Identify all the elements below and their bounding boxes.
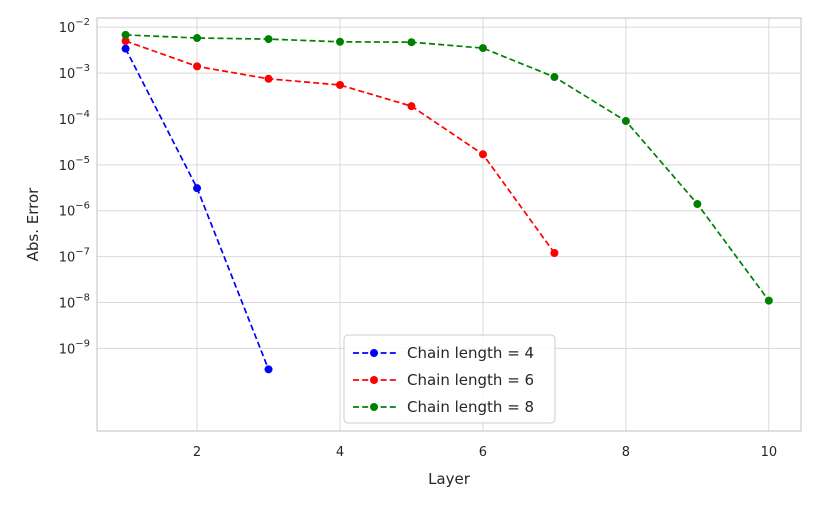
y-tick-label: 10−7 [59,247,90,266]
legend: Chain length = 4 Chain length = 6 Chain le… [343,334,556,424]
legend-marker [370,403,378,411]
legend-label: Chain length = 6 [407,371,534,389]
y-tick-label: 10−8 [59,293,90,312]
legend-marker [370,349,378,357]
data-point [193,184,202,193]
data-point [336,80,345,89]
data-point [264,35,273,44]
legend-label: Chain length = 8 [407,398,534,416]
y-tick-label: 10−4 [59,109,90,128]
data-point [407,38,416,47]
data-point [764,296,773,305]
y-axis-ticks: 10−9 10−8 10−7 10−6 10−5 10−4 10−3 10−2 [59,17,90,357]
series-group [121,30,773,374]
x-tick-label: 4 [336,445,344,460]
y-tick-label: 10−3 [59,63,90,82]
data-point [264,365,273,374]
legend-box [343,334,556,424]
data-point [121,30,130,39]
data-point [193,34,202,43]
plot-frame [96,17,802,432]
x-axis-label: Layer [428,470,471,488]
series-line-3 [125,34,770,302]
x-tick-label: 8 [622,445,630,460]
data-point [550,73,559,82]
y-tick-label: 10−9 [59,338,90,357]
y-axis-label: Abs. Error [24,187,42,262]
x-axis-ticks: 2 4 6 8 10 [193,445,777,460]
data-point [478,44,487,53]
data-point [121,44,130,53]
data-point [550,248,559,257]
data-point [478,150,487,159]
x-tick-label: 2 [193,445,201,460]
legend-label: Chain length = 4 [407,344,534,362]
data-point [336,37,345,46]
y-tick-label: 10−6 [59,201,90,220]
y-tick-label: 10−5 [59,155,90,174]
data-point [121,36,130,45]
data-point [264,74,273,83]
x-tick-label: 6 [479,445,487,460]
legend-marker [370,376,378,384]
data-point [407,102,416,111]
data-point [193,62,202,71]
data-point [621,117,630,126]
x-tick-label: 10 [761,445,778,460]
y-tick-label: 10−2 [59,17,90,36]
data-point [693,200,702,209]
